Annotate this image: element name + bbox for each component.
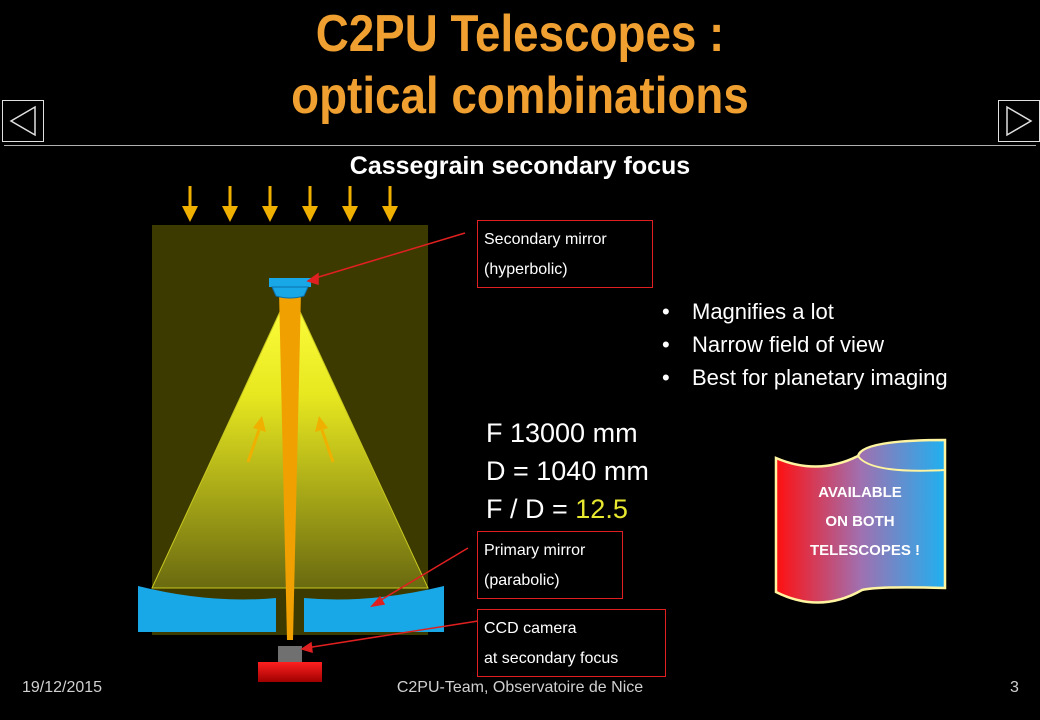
reflected-light-arrows — [246, 416, 335, 463]
diameter: D = 1040 mm — [486, 456, 649, 486]
label-line: Primary mirror — [484, 542, 586, 559]
converging-beam — [279, 292, 301, 640]
triangle-right-icon — [1006, 105, 1033, 137]
arrow — [182, 186, 198, 222]
title-divider — [4, 145, 1036, 146]
optical-specs: F 13000 mm D = 1040 mm F / D = 12.5 — [486, 414, 649, 528]
ccd-camera — [258, 646, 322, 682]
focal-ratio: F / D = 12.5 — [486, 490, 649, 528]
availability-banner — [774, 438, 947, 604]
primary-mirror-right — [304, 586, 444, 632]
focal-ratio-value: 12.5 — [575, 494, 628, 524]
availability-banner-text: AVAILABLE ON BOTH TELESCOPES ! — [775, 478, 945, 565]
incoming-light-arrows — [182, 186, 398, 222]
banner-line: TELESCOPES ! — [809, 542, 921, 559]
feature-list: Magnifies a lot Narrow field of view Bes… — [660, 295, 948, 394]
footer-date: 19/12/2015 — [22, 679, 103, 696]
footer-page-number: 3 — [1010, 679, 1019, 696]
secondary-mirror-label: Secondary mirror (hyperbolic) — [477, 220, 653, 288]
arrow — [222, 186, 238, 222]
list-item: Narrow field of view — [660, 328, 948, 361]
secondary-mirror — [269, 278, 311, 299]
section-subtitle: Cassegrain secondary focus — [349, 152, 691, 180]
slide-title-line1: C2PU Telescopes : — [315, 5, 725, 63]
slide-title-line2: optical combinations — [291, 67, 749, 125]
label-line: at secondary focus — [484, 650, 619, 667]
triangle-left-icon — [9, 105, 36, 137]
arrow — [262, 186, 278, 222]
label-line: (hyperbolic) — [484, 261, 568, 278]
primary-mirror-left — [138, 586, 276, 632]
prev-slide-button[interactable] — [2, 100, 44, 142]
arrow — [302, 186, 318, 222]
ccd-camera-label: CCD camera at secondary focus — [477, 609, 666, 677]
list-item: Magnifies a lot — [660, 295, 948, 328]
footer-center: C2PU-Team, Observatoire de Nice — [396, 679, 644, 696]
banner-line: ON BOTH — [825, 513, 895, 530]
focal-length: F 13000 mm — [486, 418, 638, 448]
primary-mirror-label: Primary mirror (parabolic) — [477, 531, 623, 599]
list-item: Best for planetary imaging — [660, 361, 948, 394]
arrow — [342, 186, 358, 222]
label-line: Secondary mirror — [484, 231, 607, 248]
label-line: (parabolic) — [484, 572, 560, 589]
banner-line: AVAILABLE — [818, 484, 902, 501]
focal-ratio-prefix: F / D = — [486, 494, 576, 524]
label-line: CCD camera — [484, 620, 577, 637]
arrow — [382, 186, 398, 222]
label-pointers — [300, 232, 479, 654]
